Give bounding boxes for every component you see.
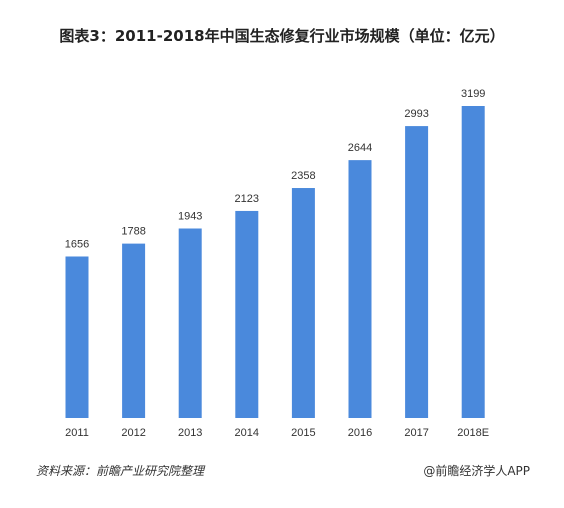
x-tick-label: 2012 [121, 427, 145, 439]
x-tick-label: 2014 [235, 427, 259, 439]
x-tick-label: 2018E [457, 427, 489, 439]
x-tick-label: 2011 [65, 427, 89, 439]
data-label: 2358 [291, 170, 315, 182]
bar [178, 228, 202, 418]
data-label: 3199 [461, 88, 485, 100]
data-label: 1788 [121, 226, 145, 238]
data-label: 2644 [348, 142, 372, 154]
x-tick-label: 2016 [348, 427, 372, 439]
x-tick-label: 2015 [291, 427, 315, 439]
bar [65, 256, 89, 418]
chart-title: 图表3：2011-2018年中国生态修复行业市场规模（单位：亿元） [59, 27, 505, 45]
bar [461, 106, 485, 418]
bar [291, 188, 315, 418]
bar [405, 126, 429, 418]
data-label: 2993 [404, 108, 428, 120]
bar [122, 243, 146, 418]
data-label: 1656 [65, 238, 89, 250]
bar [348, 160, 372, 419]
credit: @前瞻经济学人APP [423, 464, 530, 478]
bar [235, 210, 259, 418]
source-note: 资料来源：前瞻产业研究院整理 [36, 464, 205, 478]
data-label: 1943 [178, 210, 202, 222]
data-label: 2123 [235, 193, 259, 205]
x-tick-label: 2017 [404, 427, 428, 439]
x-tick-label: 2013 [178, 427, 202, 439]
